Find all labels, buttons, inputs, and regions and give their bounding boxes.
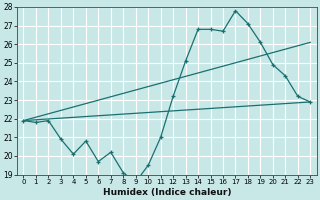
X-axis label: Humidex (Indice chaleur): Humidex (Indice chaleur) [103, 188, 231, 197]
